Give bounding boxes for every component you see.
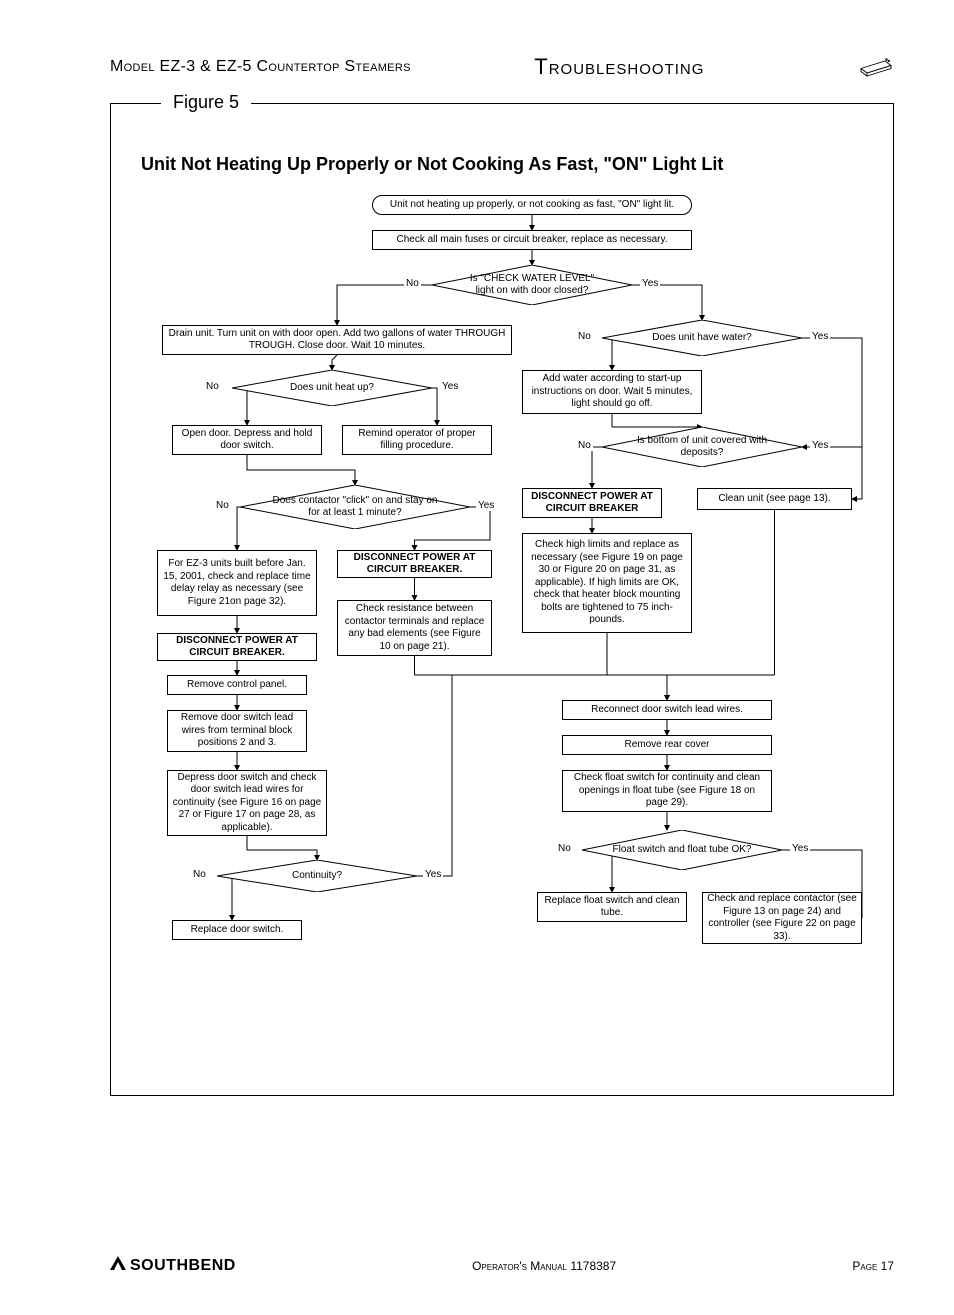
process-node: Check high limits and replace as necessa… — [522, 533, 692, 633]
page-footer: SOUTHBEND Operator's Manual 1178387 Page… — [110, 1256, 894, 1275]
branch-label: Yes — [810, 331, 830, 342]
branch-label: Yes — [423, 869, 443, 880]
header-left: Model EZ-3 & EZ-5 Countertop Steamers — [110, 58, 411, 76]
branch-label: Yes — [440, 381, 460, 392]
process-node: DISCONNECT POWER AT CIRCUIT BREAKER. — [337, 550, 492, 578]
process-node: Check float switch for continuity and cl… — [562, 770, 772, 812]
process-node: For EZ-3 units built before Jan. 15, 200… — [157, 550, 317, 616]
flowchart: Unit not heating up properly, or not coo… — [122, 195, 882, 1075]
process-node: Drain unit. Turn unit on with door open.… — [162, 325, 512, 355]
process-node: Add water according to start-up instruct… — [522, 370, 702, 414]
process-node: Replace door switch. — [172, 920, 302, 940]
process-node: Open door. Depress and hold door switch. — [172, 425, 322, 455]
footer-center-prefix: Operator's Manual — [472, 1259, 567, 1273]
footer-page-label: Page — [852, 1259, 877, 1273]
branch-label: Yes — [790, 843, 810, 854]
footer-center-num: 1178387 — [567, 1259, 616, 1273]
footer-center: Operator's Manual 1178387 — [472, 1259, 616, 1273]
process-node: DISCONNECT POWER AT CIRCUIT BREAKER. — [157, 633, 317, 661]
decision-label: Does unit heat up? — [232, 370, 432, 406]
branch-label: No — [214, 500, 231, 511]
process-node: Replace float switch and clean tube. — [537, 892, 687, 922]
process-node: Remove rear cover — [562, 735, 772, 755]
terminator-node: Unit not heating up properly, or not coo… — [372, 195, 692, 215]
decision-label: Is "CHECK WATER LEVEL" light on with doo… — [432, 265, 632, 305]
process-node: Reconnect door switch lead wires. — [562, 700, 772, 720]
decision-label: Does contactor "click" on and stay on fo… — [240, 485, 470, 529]
decision-label: Is bottom of unit covered with deposits? — [602, 427, 802, 467]
process-node: Check resistance between contactor termi… — [337, 600, 492, 656]
header-model-word: Model — [110, 58, 155, 75]
brand-icon — [110, 1256, 126, 1275]
header-right: Troubleshooting — [534, 54, 704, 80]
decision-node: Is bottom of unit covered with deposits? — [602, 427, 802, 467]
branch-label: No — [404, 278, 421, 289]
process-node: Remove door switch lead wires from termi… — [167, 710, 307, 752]
figure-frame: Figure 5 Unit Not Heating Up Properly or… — [110, 103, 894, 1096]
branch-label: No — [204, 381, 221, 392]
branch-label: No — [556, 843, 573, 854]
branch-label: No — [576, 331, 593, 342]
branch-label: Yes — [810, 440, 830, 451]
brand-text: SOUTHBEND — [130, 1257, 236, 1275]
decision-node: Does contactor "click" on and stay on fo… — [240, 485, 470, 529]
process-node: DISCONNECT POWER AT CIRCUIT BREAKER — [522, 488, 662, 518]
branch-label: Yes — [476, 500, 496, 511]
page-header: Model EZ-3 & EZ-5 Countertop Steamers Tr… — [110, 50, 894, 83]
figure-legend: Figure 5 — [161, 92, 251, 113]
branch-label: Yes — [640, 278, 660, 289]
process-node: Remove control panel. — [167, 675, 307, 695]
process-node: Check all main fuses or circuit breaker,… — [372, 230, 692, 250]
brand-logo: SOUTHBEND — [110, 1256, 236, 1275]
decision-label: Continuity? — [217, 860, 417, 892]
decision-label: Float switch and float tube OK? — [582, 830, 782, 870]
footer-page: Page 17 — [852, 1259, 894, 1273]
decision-label: Does unit have water? — [602, 320, 802, 356]
branch-label: No — [191, 869, 208, 880]
decision-node: Float switch and float tube OK? — [582, 830, 782, 870]
header-model-text: EZ-3 & EZ-5 Countertop Steamers — [160, 58, 411, 75]
figure-title: Unit Not Heating Up Properly or Not Cook… — [141, 154, 883, 175]
process-node: Clean unit (see page 13). — [697, 488, 852, 510]
footer-page-num: 17 — [877, 1259, 894, 1273]
decision-node: Is "CHECK WATER LEVEL" light on with doo… — [432, 265, 632, 305]
branch-label: No — [576, 440, 593, 451]
process-node: Remind operator of proper filling proced… — [342, 425, 492, 455]
process-node: Depress door switch and check door switc… — [167, 770, 327, 836]
process-node: Check and replace contactor (see Figure … — [702, 892, 862, 944]
decision-node: Does unit heat up? — [232, 370, 432, 406]
decision-node: Does unit have water? — [602, 320, 802, 356]
steamer-icon — [858, 50, 894, 83]
decision-node: Continuity? — [217, 860, 417, 892]
